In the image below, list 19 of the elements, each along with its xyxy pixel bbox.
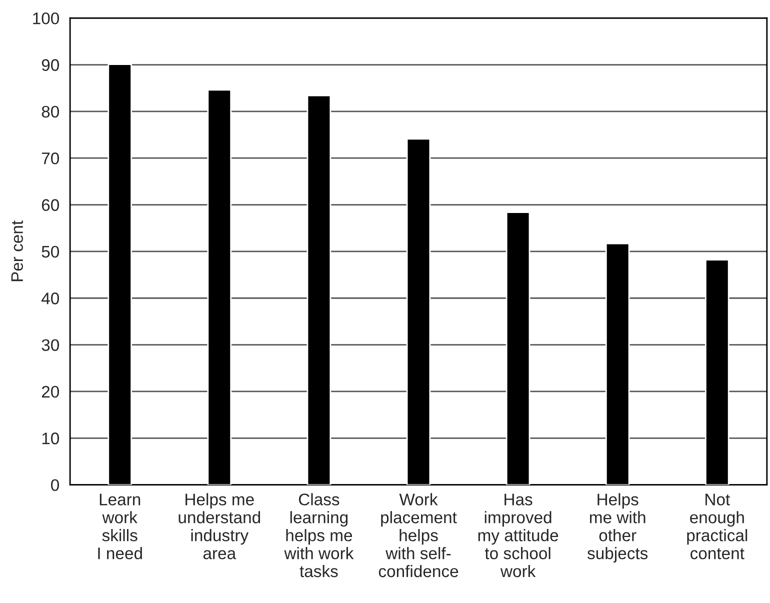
x-tick-label: Class learning helps me with work tasks — [284, 493, 354, 578]
x-tick-label: Not enough practical content — [687, 494, 748, 560]
y-axis-title: Per cent — [11, 220, 23, 282]
x-tick-label: Work placement helps with self- confidence — [378, 493, 458, 578]
y-tick-label: 60 — [42, 199, 60, 211]
y-tick-label: 40 — [42, 292, 60, 304]
x-tick-label: Helps me understand industry area — [178, 493, 260, 560]
y-tick-label: 100 — [33, 12, 60, 24]
y-tick-label: 70 — [42, 152, 60, 164]
x-tick-label: Helps me with other subjects — [587, 493, 648, 563]
y-tick-label: 30 — [42, 339, 60, 351]
y-tick-label: 80 — [42, 106, 60, 118]
x-tick-label: Learn work skills I need — [98, 494, 142, 560]
y-tick-label: 10 — [42, 432, 60, 444]
x-tick-label: Has improved my attitude to school work — [478, 494, 558, 578]
y-tick-label: 50 — [42, 246, 60, 258]
y-tick-label: 90 — [42, 59, 60, 71]
y-tick-label: 20 — [42, 386, 60, 398]
y-tick-label: 0 — [51, 479, 59, 492]
